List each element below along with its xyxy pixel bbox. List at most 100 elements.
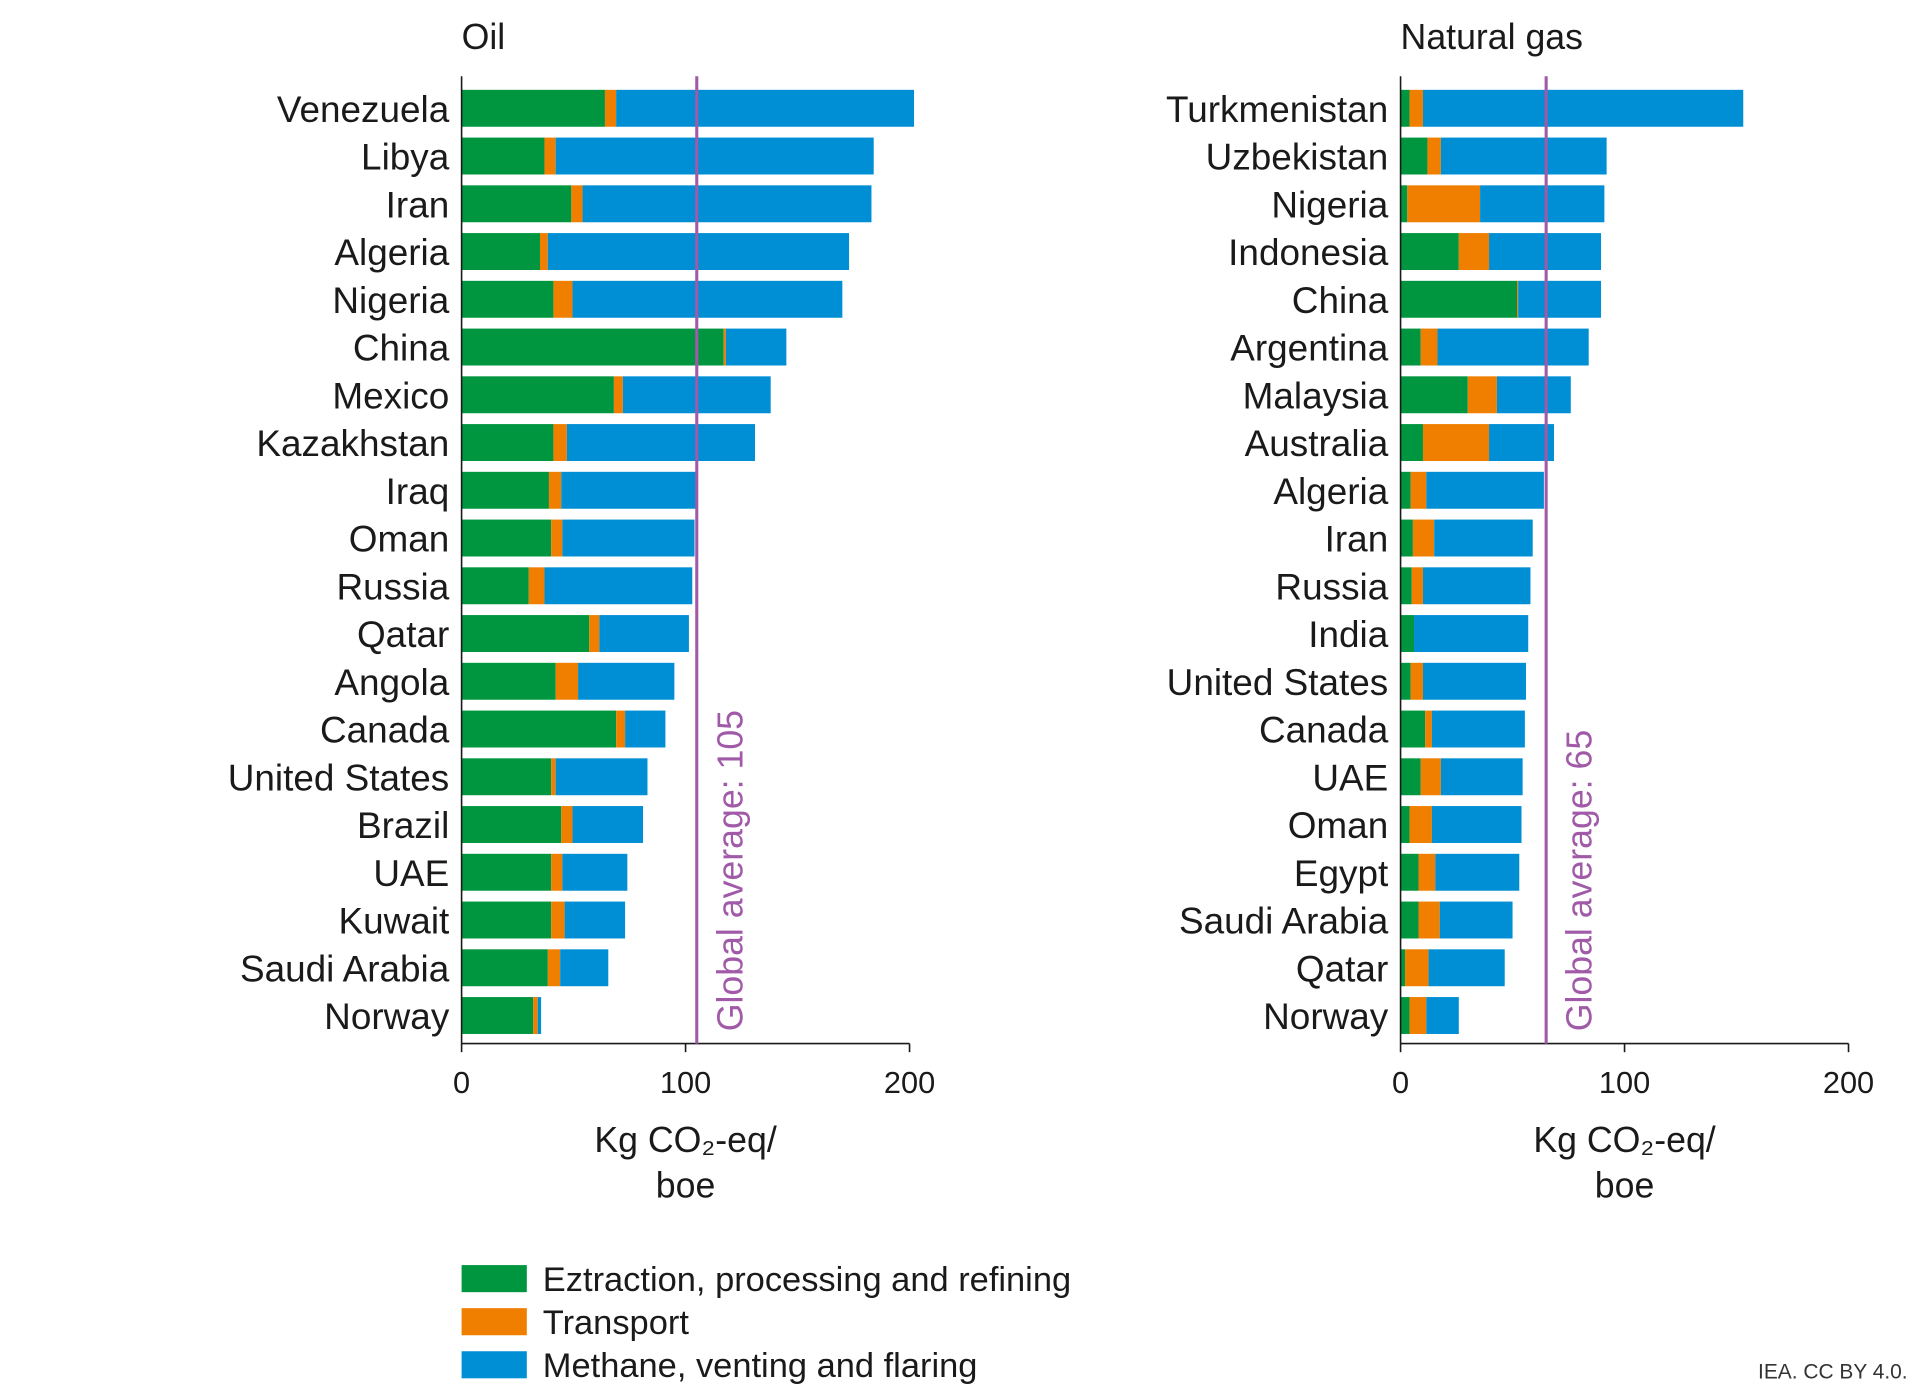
bar-segment-extraction [1400,901,1419,939]
bar-segment-methane [555,137,874,175]
bar-segment-extraction [461,710,617,748]
bar-segment-methane [1440,758,1523,796]
bar-segment-extraction [461,328,724,366]
bar-segment-extraction [461,567,529,605]
bar-row: Iran [1325,519,1533,560]
x-axis-label-unit: boe [1595,1165,1655,1205]
bar-segment-extraction [1400,280,1518,318]
bar-segment-extraction [461,376,614,414]
bar-row: Canada [1259,710,1525,751]
category-label: Iran [386,184,450,225]
category-label: Nigeria [332,280,449,321]
bar-row: Nigeria [1271,184,1605,225]
bar-row: UAE [1312,757,1523,798]
bar-row: Iraq [386,471,697,512]
bar-segment-transport [1409,89,1423,127]
bar-segment-methane [1422,89,1744,127]
bar-segment-transport [1420,758,1441,796]
bar-segment-transport [1407,185,1481,223]
legend-item-transport: Transport [461,1304,690,1342]
bar-row: Oman [1288,805,1522,846]
bar-segment-methane [572,280,843,318]
bar-segment-extraction [1400,710,1426,748]
bar-segment-extraction [1400,328,1421,366]
legend-item-methane: Methane, venting and flaring [461,1347,977,1385]
bar-segment-transport [1412,519,1435,557]
bar-segment-transport [548,471,562,509]
bar-row: Uzbekistan [1206,137,1607,178]
bar-row: Nigeria [332,280,843,321]
category-label: Oman [349,519,450,560]
category-label: China [1292,280,1389,321]
category-label: Uzbekistan [1206,137,1389,178]
legend-label: Transport [543,1304,690,1342]
bar-row: Algeria [1273,471,1544,512]
bar-segment-extraction [461,519,552,557]
bar-segment-transport [544,137,556,175]
bar-row: Egypt [1294,853,1520,894]
bar-segment-transport [528,567,545,605]
bar-row: Qatar [1296,948,1505,989]
x-tick-label: 100 [660,1065,711,1100]
x-axis-label: Kg CO₂-eq/ [1533,1120,1715,1160]
bar-row: Turkmenistan [1166,89,1744,130]
category-label: Turkmenistan [1166,89,1388,130]
bar-row: Oman [349,519,695,560]
category-label: India [1308,614,1389,655]
x-axis-label: Kg CO₂-eq/ [594,1120,776,1160]
bar-row: Canada [320,710,666,751]
bar-row: Russia [336,566,693,607]
bar-segment-methane [1431,806,1522,843]
bar-segment-extraction [461,424,554,461]
bar-segment-methane [547,233,850,271]
category-label: Kazakhstan [256,423,449,464]
category-label: Oman [1288,805,1389,846]
bar-segment-extraction [1400,758,1421,796]
bar-segment-transport [1411,567,1423,605]
category-label: Canada [1259,710,1389,751]
category-label: Saudi Arabia [1179,901,1389,942]
bar-segment-transport [553,280,573,318]
bar-segment-methane [537,997,542,1034]
x-tick-label: 200 [1823,1065,1874,1100]
bar-segment-methane [616,89,915,127]
bar-segment-transport [604,89,617,127]
legend-label: Eztraction, processing and refining [543,1261,1071,1299]
category-label: Qatar [1296,948,1388,989]
x-tick-label: 200 [884,1065,935,1100]
bar-segment-methane [1422,567,1531,605]
bar-segment-extraction [1400,519,1413,557]
category-label: China [353,328,450,369]
bar-segment-extraction [1400,89,1410,127]
bar-row: Saudi Arabia [1179,901,1513,942]
bar-segment-extraction [1400,997,1410,1034]
bar-segment-methane [1426,471,1544,509]
bar-segment-transport [571,185,583,223]
category-label: Russia [1275,566,1388,607]
category-label: Qatar [357,614,449,655]
bar-segment-extraction [461,901,552,939]
bar-segment-extraction [461,615,590,652]
category-label: Kuwait [339,901,450,942]
category-label: Algeria [334,232,449,273]
bar-segment-extraction [1400,233,1459,271]
bar-row: United States [228,757,648,798]
panel-natural-gas: Natural gas Turkmenistan Uzbekistan Nigeria… [1166,17,1874,1205]
global-average-label: Global average: 65 [1560,730,1600,1031]
bar-segment-methane [1428,949,1505,987]
bar-segment-methane [561,471,697,509]
bar-segment-transport [551,758,556,796]
bar-segment-methane [1440,137,1607,175]
bar-segment-extraction [1400,853,1419,891]
bar-segment-methane [566,424,756,461]
bar-segment-transport [1425,710,1432,748]
bar-segment-methane [599,615,689,652]
bar-segment-extraction [461,853,552,891]
bar-segment-methane [1496,376,1571,414]
bar-segment-methane [1489,424,1554,461]
bar-segment-transport [1427,137,1441,175]
bar-segment-extraction [1400,806,1410,843]
bar-segment-extraction [1400,137,1428,175]
bar-row: Mexico [332,375,771,416]
category-label: Iraq [386,471,450,512]
